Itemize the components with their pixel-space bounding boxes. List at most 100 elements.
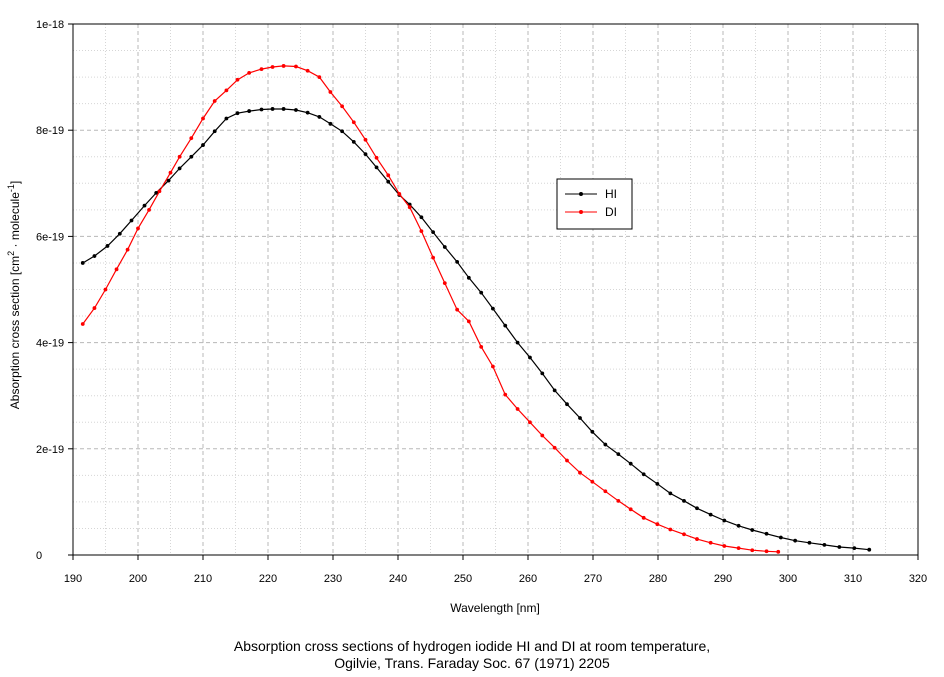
data-point-di xyxy=(479,344,484,349)
x-tick-label: 220 xyxy=(259,573,277,585)
data-point-hi xyxy=(281,107,286,111)
data-point-di xyxy=(235,77,240,82)
x-tick-label: 260 xyxy=(519,573,537,585)
data-point-hi xyxy=(641,472,646,477)
data-point-hi xyxy=(793,538,798,543)
data-point-di xyxy=(682,532,686,537)
caption-line-2: Ogilvie, Trans. Faraday Soc. 67 (1971) 2… xyxy=(334,655,610,671)
data-point-hi xyxy=(764,531,769,536)
legend: HI DI xyxy=(556,178,633,230)
data-point-di xyxy=(641,515,646,520)
data-point-di xyxy=(491,364,495,369)
series-layer xyxy=(80,64,872,554)
x-tick-label: 200 xyxy=(129,573,147,585)
x-tick-label: 320 xyxy=(909,573,927,585)
data-point-di xyxy=(259,67,264,72)
data-point-hi xyxy=(189,154,194,159)
data-point-hi xyxy=(552,388,557,393)
data-point-di xyxy=(212,99,217,103)
data-point-hi xyxy=(317,115,322,119)
data-point-di xyxy=(189,136,194,141)
data-point-di xyxy=(552,445,557,450)
data-point-di xyxy=(294,64,298,69)
data-point-di xyxy=(168,170,173,175)
data-point-di xyxy=(374,155,379,160)
data-point-di xyxy=(695,537,699,541)
data-point-hi xyxy=(80,261,85,265)
data-point-hi xyxy=(722,518,727,523)
y-tick-label: 0 xyxy=(36,550,42,562)
data-point-di xyxy=(503,392,508,397)
x-tick-label: 300 xyxy=(779,573,797,585)
data-point-hi xyxy=(708,512,713,517)
data-point-hi xyxy=(736,523,741,528)
legend-label-di: DI xyxy=(605,205,617,219)
data-point-hi xyxy=(105,244,110,248)
data-point-hi xyxy=(224,116,229,121)
data-point-hi xyxy=(363,152,368,156)
data-point-hi xyxy=(655,481,660,486)
data-point-hi xyxy=(431,230,435,235)
data-point-di xyxy=(147,207,151,212)
data-point-di xyxy=(340,104,344,109)
y-axis: 0 2e-19 4e-19 6e-19 8e-19 1e-18 xyxy=(36,19,73,562)
y-tick-label: 2e-19 xyxy=(36,444,64,456)
y-axis-label: Absorption cross section [cm2 · molecule… xyxy=(6,181,22,409)
data-point-di xyxy=(750,548,755,553)
data-point-di xyxy=(565,458,569,463)
data-point-di xyxy=(578,470,582,475)
data-point-hi xyxy=(442,245,447,249)
data-point-hi xyxy=(867,547,872,552)
x-tick-label: 190 xyxy=(64,573,82,585)
data-point-di xyxy=(442,281,447,286)
data-point-di xyxy=(655,522,660,527)
data-point-hi xyxy=(374,165,379,170)
data-point-hi xyxy=(247,109,252,113)
data-point-hi xyxy=(466,275,471,280)
data-point-hi xyxy=(328,121,333,126)
data-point-di xyxy=(103,287,108,292)
data-point-di xyxy=(764,549,769,554)
x-axis-label: Wavelength [nm] xyxy=(450,601,540,615)
data-point-hi xyxy=(270,107,275,111)
y-tick-label: 4e-19 xyxy=(36,338,64,350)
data-point-hi xyxy=(386,179,391,184)
data-point-hi xyxy=(92,254,97,258)
data-point-di xyxy=(540,433,545,438)
x-tick-label: 240 xyxy=(389,573,407,585)
data-point-di xyxy=(668,527,673,532)
data-point-hi xyxy=(154,190,159,195)
data-point-di xyxy=(177,154,182,159)
series-line-hi xyxy=(82,108,870,551)
data-point-hi xyxy=(419,215,424,220)
data-point-hi xyxy=(778,535,783,540)
caption-line-1: Absorption cross sections of hydrogen io… xyxy=(233,638,711,654)
data-point-hi xyxy=(129,218,134,223)
data-point-di xyxy=(125,247,130,252)
data-point-di xyxy=(397,192,402,196)
data-point-di xyxy=(305,68,310,73)
data-point-di xyxy=(201,116,205,121)
data-point-di xyxy=(419,229,424,233)
x-tick-label: 280 xyxy=(649,573,667,585)
x-tick-label: 310 xyxy=(844,573,862,585)
data-point-di xyxy=(708,540,713,545)
x-axis: 190 200 210 220 230 240 250 260 270 280 290 300 310 3… xyxy=(64,555,927,585)
data-point-hi xyxy=(668,491,673,496)
data-point-di xyxy=(455,307,460,312)
data-point-di xyxy=(351,120,356,125)
x-tick-label: 250 xyxy=(454,573,472,585)
data-point-hi xyxy=(682,498,686,503)
y-tick-label: 1e-18 xyxy=(36,19,64,31)
data-point-di xyxy=(157,189,162,194)
data-point-hi xyxy=(540,371,545,376)
data-point-hi xyxy=(351,139,356,144)
data-point-hi xyxy=(837,545,842,549)
data-point-hi xyxy=(235,111,240,116)
data-point-hi xyxy=(479,290,484,295)
data-point-hi xyxy=(201,143,205,147)
grid-lines xyxy=(73,24,918,555)
data-point-hi xyxy=(822,543,827,547)
data-point-di xyxy=(92,306,97,310)
data-point-di xyxy=(466,319,471,324)
